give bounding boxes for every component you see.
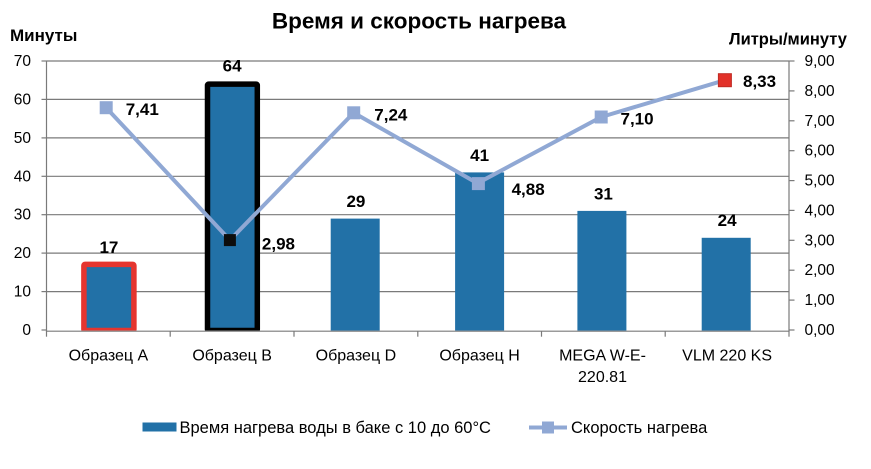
svg-text:2,98: 2,98 — [262, 234, 295, 253]
svg-text:70: 70 — [14, 53, 32, 70]
svg-text:31: 31 — [594, 184, 613, 203]
svg-text:64: 64 — [223, 57, 242, 76]
svg-text:9,00: 9,00 — [805, 53, 836, 70]
svg-text:0,00: 0,00 — [805, 322, 836, 339]
svg-text:41: 41 — [470, 146, 489, 165]
svg-text:3,00: 3,00 — [805, 232, 836, 249]
svg-text:Образец H: Образец H — [439, 348, 519, 365]
svg-text:Образец A: Образец A — [69, 348, 149, 365]
svg-text:7,41: 7,41 — [126, 100, 159, 119]
svg-text:Литры/минуту: Литры/минуту — [729, 31, 848, 49]
svg-text:Минуты: Минуты — [10, 26, 77, 45]
svg-text:8,33: 8,33 — [743, 72, 776, 91]
svg-text:24: 24 — [718, 211, 737, 230]
svg-text:4,88: 4,88 — [512, 180, 545, 199]
svg-text:1,00: 1,00 — [805, 292, 836, 309]
svg-text:Время нагрева воды в баке с 10: Время нагрева воды в баке с 10 до 60°С — [180, 419, 492, 437]
svg-text:7,24: 7,24 — [374, 105, 408, 124]
svg-text:Образец D: Образец D — [316, 348, 396, 365]
svg-text:60: 60 — [14, 91, 32, 108]
svg-text:MEGA W-E-: MEGA W-E- — [559, 348, 646, 365]
svg-text:30: 30 — [14, 207, 32, 224]
svg-text:17: 17 — [99, 238, 118, 257]
svg-text:5,00: 5,00 — [805, 173, 836, 190]
svg-text:2,00: 2,00 — [805, 262, 836, 279]
svg-text:7,00: 7,00 — [805, 113, 836, 130]
svg-text:220.81: 220.81 — [578, 369, 627, 386]
svg-text:0: 0 — [22, 322, 31, 339]
svg-text:8,00: 8,00 — [805, 83, 836, 100]
svg-text:Скорость нагрева: Скорость нагрева — [571, 419, 708, 437]
svg-text:6,00: 6,00 — [805, 143, 836, 160]
svg-text:Образец B: Образец B — [192, 348, 272, 365]
svg-text:VLM 220 KS: VLM 220 KS — [682, 348, 772, 365]
svg-text:10: 10 — [14, 284, 32, 301]
svg-text:4,00: 4,00 — [805, 202, 836, 219]
svg-text:40: 40 — [14, 168, 32, 185]
svg-text:29: 29 — [346, 192, 365, 211]
svg-text:20: 20 — [14, 245, 32, 262]
svg-text:Время и скорость нагрева: Время и скорость нагрева — [272, 9, 567, 34]
svg-text:7,10: 7,10 — [621, 110, 654, 129]
svg-text:50: 50 — [14, 130, 32, 147]
